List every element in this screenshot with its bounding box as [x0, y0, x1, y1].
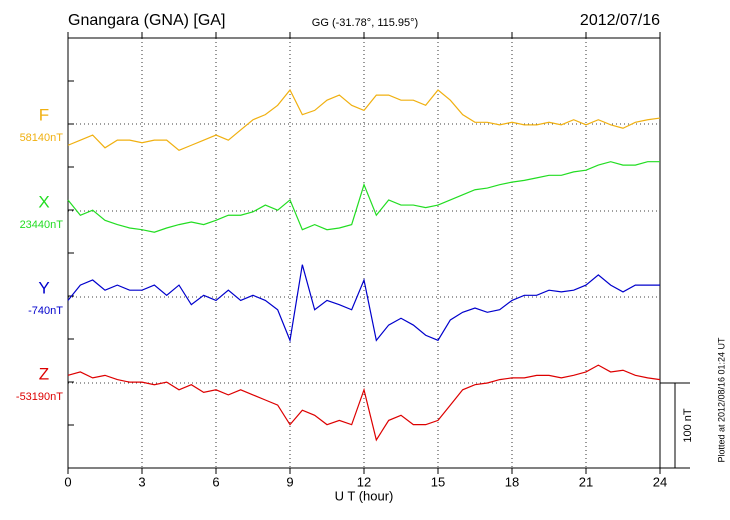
x-tick-label: 24 [653, 474, 667, 489]
x-tick-label: 15 [431, 474, 445, 489]
scale-bar-label: 100 nT [682, 408, 694, 443]
x-tick-label: 0 [64, 474, 71, 489]
x-tick-label: 18 [505, 474, 519, 489]
footer: Plotted at 2012/08/16 01:24 UT [716, 337, 726, 463]
chart-date: 2012/07/16 [580, 12, 660, 29]
series-name: Z [39, 364, 49, 383]
chart-title: Gnangara (GNA) [GA] [68, 12, 225, 29]
x-tick-label: 21 [579, 474, 593, 489]
x-tick-label: 6 [212, 474, 219, 489]
x-tick-label: 3 [138, 474, 145, 489]
baseline-label: 58140nT [20, 132, 64, 144]
x-axis-label: U T (hour) [335, 488, 394, 503]
series-line [67, 264, 660, 343]
series-line [67, 364, 661, 442]
baseline-label: -740nT [28, 305, 63, 317]
x-tick-label: 12 [357, 474, 371, 489]
series-name: Y [38, 278, 49, 297]
chart-subtitle: GG (-31.78°, 115.95°) [312, 17, 418, 29]
series-line [67, 161, 660, 233]
series-name: X [38, 192, 49, 211]
baseline-label: 23440nT [20, 219, 64, 231]
baseline-label: -53190nT [16, 391, 63, 403]
x-tick-label: 9 [286, 474, 293, 489]
series-line [67, 88, 661, 152]
series-name: F [39, 105, 49, 124]
